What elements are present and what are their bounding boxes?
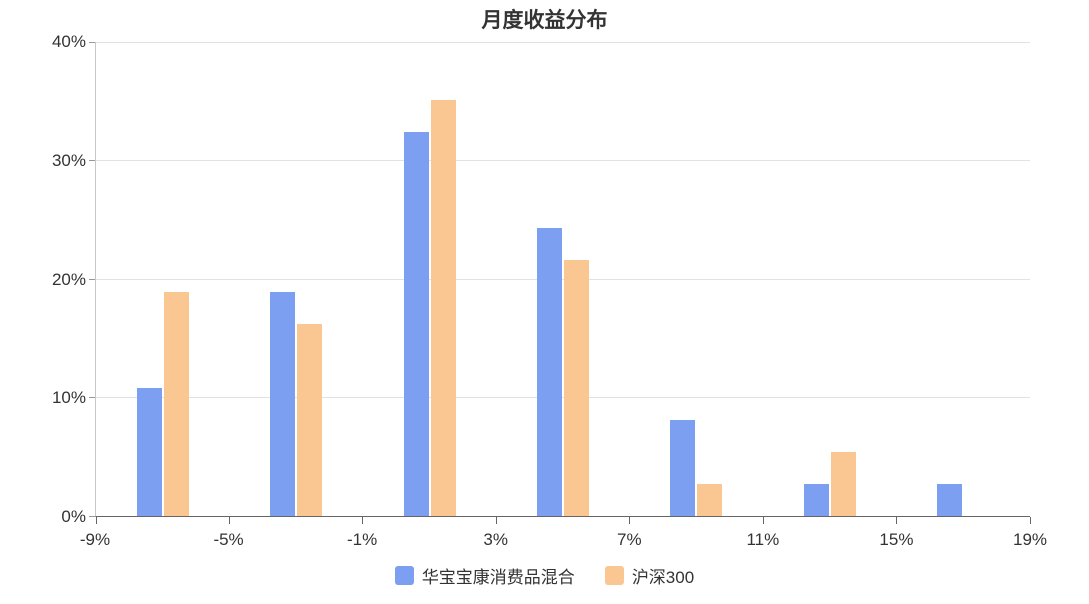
y-axis-label: 20% <box>51 269 86 289</box>
x-axis-label: -9% <box>79 530 111 549</box>
chart-title: 月度收益分布 <box>481 9 608 32</box>
gridline <box>96 397 1030 398</box>
gridline <box>96 160 1030 161</box>
bar-group <box>630 42 763 516</box>
bar-series-1[interactable] <box>297 324 323 516</box>
gridline <box>96 41 1030 43</box>
bar-series-0[interactable] <box>403 132 429 516</box>
y-axis: 40% 30% 20% 10% 0% <box>0 32 86 526</box>
bar-group <box>897 42 1030 516</box>
gridline <box>96 278 1030 280</box>
bar-series-0[interactable] <box>803 484 829 516</box>
bar-group <box>496 42 629 516</box>
legend-swatch-icon <box>394 566 414 585</box>
x-axis-tick <box>362 517 364 524</box>
bar-series-1[interactable] <box>830 452 856 516</box>
bar-group <box>96 42 229 516</box>
bar-series-1[interactable] <box>697 484 723 516</box>
y-axis-label: 30% <box>51 150 86 170</box>
legend-swatch-icon <box>604 566 624 585</box>
legend-label: 沪深300 <box>631 568 695 587</box>
bar-group <box>363 42 496 516</box>
legend-label: 华宝宝康消费品混合 <box>421 568 575 587</box>
x-axis-label: -5% <box>213 530 244 549</box>
x-axis-label: 7% <box>616 530 642 549</box>
x-axis-tick <box>495 517 497 524</box>
x-axis-tick <box>1029 517 1031 524</box>
x-axis-tick <box>228 517 230 524</box>
x-axis-tick <box>896 517 898 524</box>
x-axis: -9% -5% -1% 3% 7% 11% 15% 19% <box>80 525 1047 551</box>
bar-series-1[interactable] <box>163 292 189 516</box>
x-axis-label: 11% <box>746 530 780 549</box>
y-axis-tick <box>89 160 95 161</box>
x-axis-tick <box>762 517 764 524</box>
x-axis-tick <box>629 517 631 524</box>
y-axis-tick <box>89 397 95 398</box>
y-axis-label: 10% <box>51 388 86 408</box>
legend-item-series-0[interactable]: 华宝宝康消费品混合 <box>394 563 575 588</box>
x-axis-label: 19% <box>1012 530 1048 549</box>
x-axis-label: -1% <box>347 530 378 549</box>
bars-layer <box>96 42 1030 516</box>
plot-area <box>89 41 1031 524</box>
bar-group <box>763 42 896 516</box>
y-axis-tick <box>89 278 95 280</box>
x-axis-label: 3% <box>483 530 508 549</box>
bar-series-0[interactable] <box>670 420 696 516</box>
y-axis-label: 40% <box>51 32 86 51</box>
x-axis-tick <box>95 517 97 524</box>
y-axis-tick <box>89 41 95 43</box>
bar-series-0[interactable] <box>270 292 296 516</box>
bar-series-0[interactable] <box>937 484 963 516</box>
bar-series-1[interactable] <box>563 260 589 516</box>
x-axis-label: 15% <box>879 530 914 549</box>
y-axis-tick <box>89 515 95 517</box>
legend: 华宝宝康消费品混合 沪深300 <box>0 563 1089 588</box>
bar-group <box>229 42 362 516</box>
bar-series-0[interactable] <box>536 228 562 516</box>
bar-series-0[interactable] <box>136 388 162 516</box>
bar-series-1[interactable] <box>430 100 456 516</box>
legend-item-series-1[interactable]: 沪深300 <box>604 563 695 588</box>
y-axis-label: 0% <box>61 507 86 526</box>
